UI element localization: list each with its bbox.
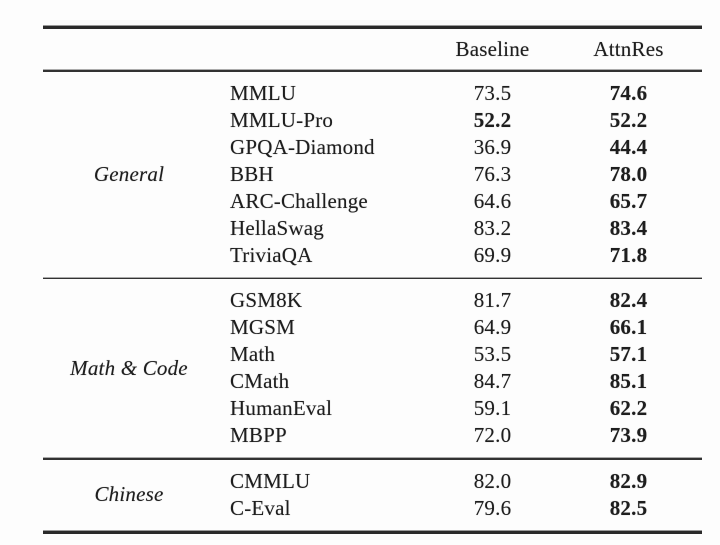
benchmark-name: HellaSwag: [230, 215, 324, 240]
baseline-value: 82.0: [473, 468, 512, 493]
table-row: HumanEval 59.1 62.2: [215, 395, 702, 422]
benchmark-name: MMLU: [230, 80, 297, 105]
table-row: C-Eval 79.6 82.5: [215, 495, 702, 522]
section-divider-rule: [43, 457, 702, 460]
attnres-value: 74.6: [609, 80, 648, 105]
benchmark-name: CMath: [230, 369, 290, 393]
section-rows: CMMLU 82.0 82.9 C-Eval 79.6 82.5: [215, 460, 702, 530]
benchmark-name: TriviaQA: [230, 242, 313, 267]
attnres-value: 83.4: [609, 215, 648, 240]
benchmark-name: BBH: [230, 161, 274, 186]
benchmark-name: Math: [230, 342, 276, 366]
section-chinese: Chinese CMMLU 82.0 82.9 C-Eval 79.6 82.5: [43, 460, 702, 530]
baseline-value: 79.6: [473, 495, 512, 520]
table-row: Math 53.5 57.1: [215, 341, 702, 368]
section-divider-rule: [43, 276, 702, 279]
attnres-value: 62.2: [609, 396, 648, 420]
benchmark-name: MMLU-Pro: [230, 107, 334, 132]
table-row: GSM8K 81.7 82.4: [215, 287, 702, 314]
section-general: General MMLU 73.5 74.6 MMLU-Pro 52.2 52.…: [43, 72, 702, 277]
benchmark-name: GPQA-Diamond: [230, 134, 375, 159]
table-row: GPQA-Diamond 36.9 44.4: [215, 134, 702, 161]
table-row: CMath 84.7 85.1: [215, 368, 702, 395]
baseline-value: 53.5: [473, 342, 512, 366]
table-row: MBPP 72.0 73.9: [215, 422, 702, 449]
benchmark-name: GSM8K: [230, 288, 303, 312]
attnres-value: 71.8: [609, 242, 648, 267]
column-header-baseline: Baseline: [455, 36, 530, 61]
attnres-value: 65.7: [609, 188, 648, 213]
header-spacer: [43, 49, 430, 50]
baseline-value: 64.6: [473, 188, 512, 213]
attnres-value: 78.0: [609, 161, 648, 186]
baseline-value: 52.2: [473, 107, 512, 132]
baseline-value: 84.7: [473, 369, 512, 393]
table-row: ARC-Challenge 64.6 65.7: [215, 188, 702, 215]
benchmark-results-table: Baseline AttnRes General MMLU 73.5 74.6 …: [43, 25, 702, 534]
attnres-value: 82.5: [609, 495, 648, 520]
bottom-rule: [43, 529, 702, 534]
baseline-value: 76.3: [473, 161, 512, 186]
top-rule: [43, 25, 702, 29]
header-divider-rule: [43, 69, 702, 72]
benchmark-name: MBPP: [230, 423, 287, 447]
attnres-value: 66.1: [609, 315, 648, 339]
section-rows: MMLU 73.5 74.6 MMLU-Pro 52.2 52.2 GPQA-D…: [215, 72, 702, 277]
table-row: CMMLU 82.0 82.9: [215, 468, 702, 495]
benchmark-name: HumanEval: [230, 396, 333, 420]
benchmark-name: CMMLU: [230, 468, 311, 493]
attnres-value: 52.2: [609, 107, 648, 132]
baseline-value: 73.5: [473, 80, 512, 105]
baseline-value: 72.0: [473, 423, 512, 447]
table-row: HellaSwag 83.2 83.4: [215, 215, 702, 242]
attnres-value: 73.9: [609, 423, 648, 447]
baseline-value: 64.9: [473, 315, 512, 339]
baseline-value: 81.7: [473, 288, 512, 312]
baseline-value: 83.2: [473, 215, 512, 240]
baseline-value: 36.9: [473, 134, 512, 159]
table-row: BBH 76.3 78.0: [215, 161, 702, 188]
attnres-value: 44.4: [609, 134, 648, 159]
benchmark-name: ARC-Challenge: [230, 188, 368, 213]
benchmark-name: C-Eval: [230, 495, 291, 520]
benchmark-name: MGSM: [230, 315, 295, 339]
baseline-value: 69.9: [473, 242, 512, 267]
section-math-code: Math & Code GSM8K 81.7 82.4 MGSM 64.9 66…: [43, 279, 702, 457]
table-row: MGSM 64.9 66.1: [215, 314, 702, 341]
attnres-value: 82.9: [609, 468, 648, 493]
attnres-value: 85.1: [609, 369, 648, 393]
table-row: TriviaQA 69.9 71.8: [215, 242, 702, 269]
table-row: MMLU 73.5 74.6: [215, 80, 702, 107]
column-header-attnres: AttnRes: [593, 36, 664, 61]
section-rows: GSM8K 81.7 82.4 MGSM 64.9 66.1 Math 53.5…: [215, 279, 702, 457]
category-label: Chinese: [94, 482, 164, 506]
table-row: MMLU-Pro 52.2 52.2: [215, 107, 702, 134]
category-label: General: [93, 161, 165, 186]
category-label: Math & Code: [70, 355, 188, 380]
baseline-value: 59.1: [473, 396, 512, 420]
table-header-row: Baseline AttnRes: [43, 29, 702, 69]
attnres-value: 82.4: [609, 288, 648, 312]
attnres-value: 57.1: [609, 342, 648, 366]
